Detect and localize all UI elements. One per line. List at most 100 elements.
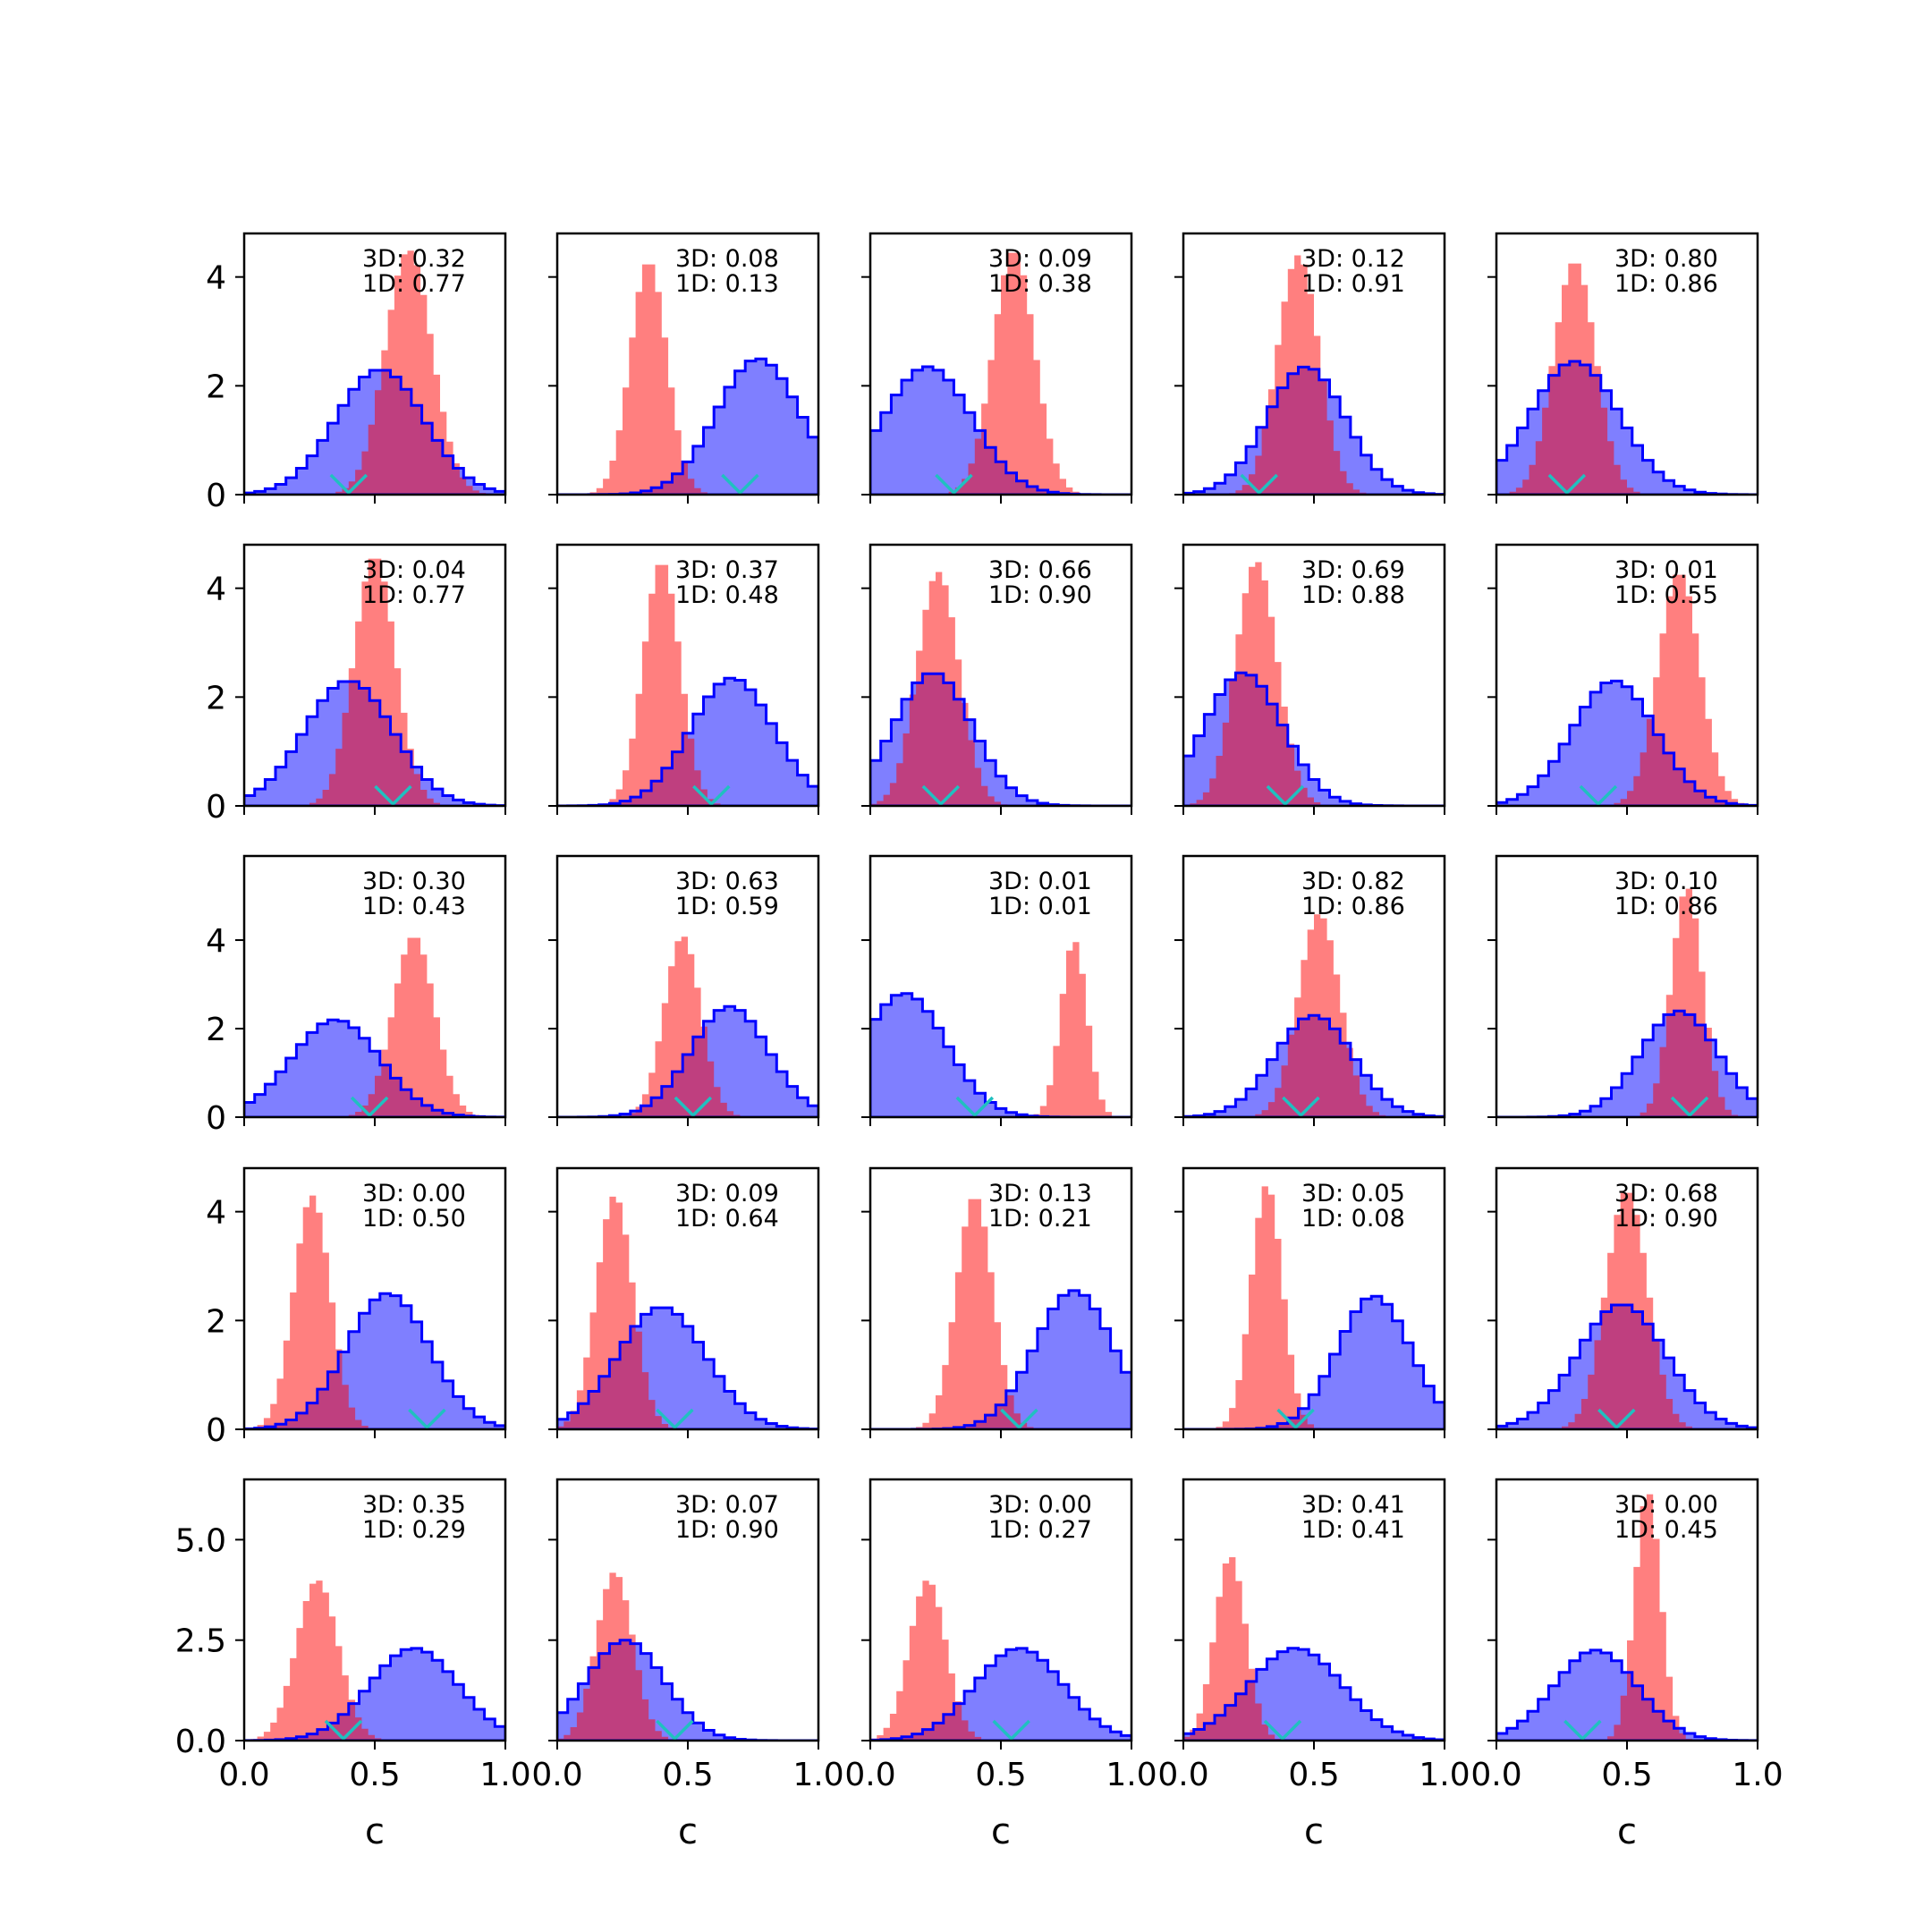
panel-annotation-line: 3D: 0.68 — [1614, 1180, 1718, 1208]
panel-annotation-line: 3D: 0.63 — [675, 868, 779, 895]
panel-annotation-line: 1D: 0.86 — [1301, 893, 1405, 920]
x-tick-label: 0.5 — [975, 1757, 1026, 1793]
y-tick-label: 4 — [206, 1195, 226, 1232]
v-marker-icon — [955, 1096, 995, 1117]
v-marker-icon — [1579, 784, 1618, 806]
blue-histogram-fill — [1496, 681, 1758, 806]
v-marker-icon — [350, 1096, 389, 1117]
red-histogram-fill — [870, 942, 1131, 1117]
x-tick-label: 0.0 — [1157, 1757, 1208, 1793]
x-tick-label: 0.5 — [1288, 1757, 1339, 1793]
red-histogram-fill — [244, 250, 505, 495]
panel-annotation-line: 1D: 0.90 — [1614, 1205, 1718, 1233]
panel-annotation-line: 3D: 0.10 — [1614, 868, 1718, 895]
blue-histogram-fill — [557, 359, 818, 495]
panel-annotation-line: 3D: 0.01 — [1614, 556, 1718, 584]
y-tick-label: 0 — [206, 478, 226, 514]
panel-annotation-line: 3D: 0.80 — [1614, 245, 1718, 273]
v-marker-icon — [1263, 1719, 1302, 1741]
panel-annotation-line: 1D: 0.86 — [1614, 270, 1718, 298]
panel-annotation-line: 1D: 0.50 — [362, 1205, 466, 1233]
panel-annotation-line: 1D: 0.90 — [675, 1516, 779, 1544]
blue-histogram-fill — [870, 1648, 1131, 1741]
y-tick-label: 2 — [206, 1012, 226, 1048]
red-histogram-fill — [870, 572, 1131, 806]
v-marker-icon — [921, 784, 961, 806]
panel-annotation-line: 3D: 0.41 — [1301, 1491, 1405, 1519]
panel-annotation-line: 3D: 0.07 — [675, 1491, 779, 1519]
red-histogram-fill — [1183, 1557, 1445, 1741]
panel-annotation-line: 3D: 0.00 — [362, 1180, 466, 1208]
panel-annotation-line: 3D: 0.09 — [988, 245, 1092, 273]
blue-histogram-outline — [244, 680, 505, 806]
blue-histogram-fill — [244, 1293, 505, 1429]
panel-annotation-line: 3D: 0.09 — [675, 1180, 779, 1208]
red-histogram-fill — [1183, 255, 1445, 495]
x-tick-label: 1.0 — [479, 1757, 530, 1793]
plot-area — [1496, 574, 1758, 806]
panel-annotation-line: 1D: 0.59 — [675, 893, 779, 920]
panel-annotation-line: 1D: 0.45 — [1614, 1516, 1718, 1544]
panel-annotation-line: 1D: 0.21 — [988, 1205, 1092, 1233]
x-axis-label: c — [1617, 1811, 1637, 1852]
panel-annotation-line: 1D: 0.90 — [988, 581, 1092, 609]
red-histogram-fill — [1496, 1494, 1758, 1741]
red-histogram-fill — [870, 1199, 1131, 1429]
x-tick-label: 1.0 — [1106, 1757, 1157, 1793]
panel-annotation-line: 1D: 0.88 — [1301, 581, 1405, 609]
plot-area — [870, 1580, 1131, 1741]
x-axis-label: c — [991, 1811, 1011, 1852]
blue-histogram-outline — [1183, 1647, 1445, 1741]
blue-histogram-fill — [870, 367, 1131, 495]
x-axis-label: c — [365, 1811, 385, 1852]
plot-area — [557, 564, 818, 806]
panel-annotation-line: 1D: 0.38 — [988, 270, 1092, 298]
blue-histogram-outline — [1496, 1303, 1758, 1429]
x-tick-label: 0.5 — [662, 1757, 713, 1793]
panel-annotation-line: 3D: 0.08 — [675, 245, 779, 273]
panel-annotation-line: 3D: 0.69 — [1301, 556, 1405, 584]
blue-histogram-fill — [244, 1020, 505, 1117]
x-tick-label: 1.0 — [792, 1757, 843, 1793]
x-tick-label: 0.0 — [531, 1757, 582, 1793]
plot-area — [244, 1195, 505, 1429]
panel-annotation-line: 3D: 0.30 — [362, 868, 466, 895]
v-marker-icon — [408, 1408, 446, 1429]
v-marker-icon — [656, 1408, 694, 1429]
panel-annotation-line: 1D: 0.41 — [1301, 1516, 1405, 1544]
v-marker-icon — [721, 473, 759, 495]
y-tick-label: 4 — [206, 260, 226, 297]
x-tick-label: 0.0 — [1470, 1757, 1521, 1793]
v-marker-icon — [1547, 473, 1587, 495]
panel-annotation-line: 1D: 0.27 — [988, 1516, 1092, 1544]
red-histogram-fill — [1183, 562, 1445, 806]
y-tick-label: 0 — [206, 789, 226, 826]
x-axis-label: c — [1304, 1811, 1324, 1852]
panel-annotation-line: 1D: 0.77 — [362, 270, 466, 298]
red-histogram-fill — [1496, 263, 1758, 495]
plot-area — [1183, 255, 1445, 495]
v-marker-icon — [329, 473, 369, 495]
v-marker-icon — [992, 1719, 1030, 1741]
v-marker-icon — [1670, 1096, 1709, 1117]
red-histogram-fill — [557, 1196, 818, 1429]
panel-annotation-line: 3D: 0.32 — [362, 245, 466, 273]
x-tick-label: 0.5 — [349, 1757, 400, 1793]
panel-annotation-line: 3D: 0.82 — [1301, 868, 1405, 895]
panel-annotation-line: 3D: 0.04 — [362, 556, 466, 584]
panel-annotation-line: 1D: 0.77 — [362, 581, 466, 609]
x-tick-label: 0.0 — [218, 1757, 269, 1793]
panel-annotation-line: 3D: 0.13 — [988, 1180, 1092, 1208]
blue-histogram-fill — [870, 993, 1131, 1117]
